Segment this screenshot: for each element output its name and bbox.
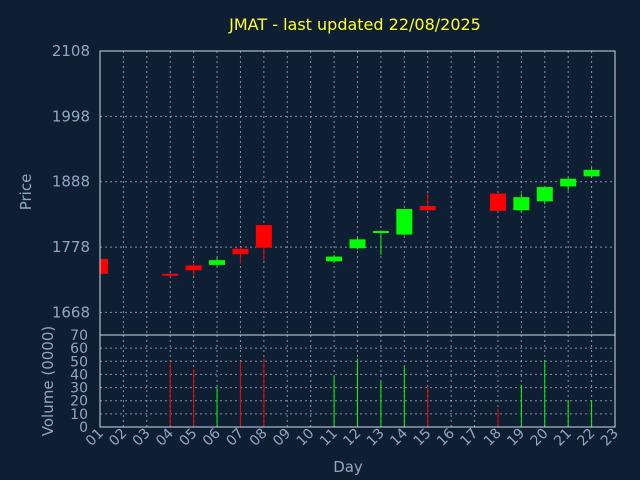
volume-tick-label: 0: [79, 420, 88, 436]
candle-19: [513, 193, 530, 213]
day-tick-label: 14: [387, 425, 411, 449]
candle-20: [536, 186, 553, 205]
candle-body: [419, 206, 436, 211]
day-tick-labels: 01 02 03 04 05 06 07 08 09 10 11 12 13 14 15 16 17 18 19 20…: [83, 425, 622, 449]
volume-tick-label: 40: [70, 367, 88, 383]
candle-01: [99, 258, 108, 274]
volume-axis-label: Volume (0000): [39, 326, 57, 436]
volume-tick-label: 20: [70, 394, 88, 410]
price-tick-label: 1778: [52, 238, 90, 256]
candle-body: [513, 197, 530, 211]
day-tick-label: 04: [153, 425, 177, 449]
volume-panel-frame: [99, 334, 616, 428]
day-tick-label: 16: [434, 425, 458, 449]
candle-body: [489, 193, 506, 211]
candle-13: [372, 230, 389, 255]
candle-body: [162, 273, 179, 276]
candle-05: [185, 263, 202, 276]
day-tick-label: 06: [200, 425, 224, 449]
price-tick-label: 1668: [52, 303, 90, 321]
candles: [99, 167, 600, 278]
price-tick-label: 1888: [52, 173, 90, 191]
candle-body: [396, 209, 413, 235]
candle-body: [583, 169, 600, 177]
volume-tick-label: 10: [70, 407, 88, 423]
day-tick-label: 19: [504, 426, 528, 450]
day-tick-label: 15: [411, 426, 435, 450]
candle-14: [396, 209, 413, 236]
x-axis-label: Day: [333, 458, 363, 476]
day-tick-label: 23: [598, 426, 622, 450]
price-axis-label: Price: [17, 174, 35, 211]
candle-body: [100, 258, 108, 274]
day-tick-label: 18: [481, 426, 505, 450]
price-tick-label: 2108: [52, 42, 90, 60]
day-tick-label: 08: [247, 426, 271, 450]
candle-body: [349, 239, 366, 249]
candle-21: [560, 177, 577, 191]
day-tick-label: 13: [364, 426, 388, 450]
candle-12: [349, 237, 366, 250]
day-tick-label: 22: [574, 426, 598, 450]
candle-body: [185, 265, 202, 271]
volume-tick-label: 30: [70, 381, 88, 397]
day-tick-label: 07: [223, 426, 247, 450]
candle-15: [419, 193, 436, 211]
candle-body: [560, 178, 577, 187]
price-tick-labels: 1668 1778 1888 1998 2108: [52, 42, 90, 321]
candle-body: [326, 256, 343, 262]
day-tick-label: 11: [317, 426, 341, 450]
volume-tick-label: 70: [70, 328, 88, 344]
day-tick-label: 02: [106, 426, 130, 450]
candle-body: [372, 231, 389, 234]
day-tick-label: 05: [177, 426, 201, 450]
candle-08: [255, 225, 272, 261]
candle-04: [162, 273, 179, 278]
candle-body: [255, 225, 272, 248]
volume-tick-label: 60: [70, 341, 88, 357]
price-tick-label: 1998: [52, 107, 90, 125]
day-tick-label: 21: [551, 426, 575, 450]
day-tick-label: 20: [528, 426, 552, 450]
candle-body: [536, 187, 553, 202]
volume-tick-label: 50: [70, 354, 88, 370]
day-tick-label: 09: [270, 426, 294, 450]
candle-18: [489, 193, 506, 212]
candle-06: [209, 257, 226, 267]
day-tick-label: 12: [340, 426, 364, 450]
day-tick-label: 10: [294, 426, 318, 450]
candle-22: [583, 167, 600, 178]
day-tick-label: 03: [130, 426, 154, 450]
volume-bars: [169, 358, 593, 427]
candle-body: [232, 248, 249, 255]
candle-07: [232, 247, 249, 264]
chart-title: JMAT - last updated 22/08/2025: [228, 15, 481, 34]
day-tick-label: 17: [457, 426, 481, 450]
candle-body: [209, 260, 226, 265]
candle-11: [326, 254, 343, 263]
